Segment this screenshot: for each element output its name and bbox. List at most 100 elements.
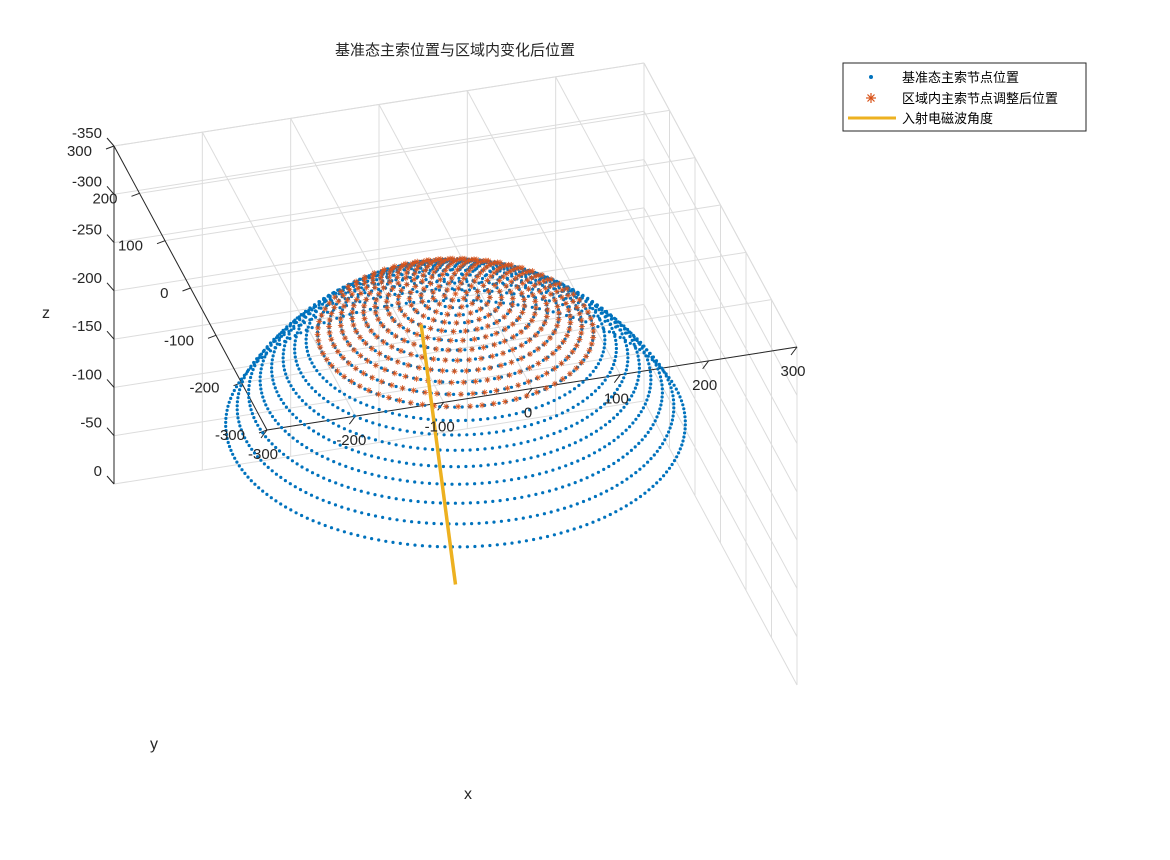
base-node-point xyxy=(263,355,267,359)
base-node-point xyxy=(283,479,287,483)
base-node-point xyxy=(637,362,641,366)
base-node-point xyxy=(310,449,314,453)
base-node-point xyxy=(236,396,240,400)
adjusted-node-point xyxy=(543,300,550,307)
base-node-point xyxy=(293,339,297,343)
base-node-point xyxy=(315,369,319,373)
base-node-point xyxy=(369,360,373,364)
adjusted-node-point xyxy=(430,269,437,276)
base-node-point xyxy=(337,424,341,428)
base-node-point xyxy=(342,286,346,290)
base-node-point xyxy=(566,529,570,533)
base-node-point xyxy=(461,501,465,505)
base-node-point xyxy=(489,390,493,394)
base-node-point xyxy=(594,365,598,370)
base-node-point xyxy=(538,472,542,476)
adjusted-node-point xyxy=(532,304,539,311)
base-node-point xyxy=(484,273,489,277)
adjusted-node-point xyxy=(385,291,392,298)
base-node-point xyxy=(227,400,231,404)
base-node-point xyxy=(438,405,442,409)
base-node-point xyxy=(428,544,432,548)
base-node-point xyxy=(436,357,440,361)
base-node-point xyxy=(274,346,278,350)
base-node-point xyxy=(265,345,269,349)
base-node-point xyxy=(667,466,672,470)
base-node-point xyxy=(636,354,640,358)
grid-line xyxy=(113,255,645,340)
base-node-point xyxy=(475,309,479,313)
adjusted-node-point xyxy=(480,344,487,351)
base-node-point xyxy=(610,317,614,321)
base-node-point xyxy=(626,356,630,360)
adjusted-node-point xyxy=(334,348,341,355)
base-node-point xyxy=(308,357,312,361)
base-node-point xyxy=(629,474,634,478)
base-node-point xyxy=(647,390,652,394)
base-node-point xyxy=(291,387,295,392)
base-node-point xyxy=(630,338,634,342)
base-node-point xyxy=(560,411,565,415)
adjusted-node-point xyxy=(503,283,510,290)
base-node-point xyxy=(492,520,496,524)
adjusted-node-point xyxy=(497,301,504,308)
adjusted-node-point xyxy=(559,375,566,382)
base-node-point xyxy=(384,409,388,414)
adjusted-node-point xyxy=(433,346,440,353)
adjusted-node-point xyxy=(526,337,533,344)
base-node-point xyxy=(327,438,331,442)
base-node-point xyxy=(331,421,335,425)
base-node-point xyxy=(301,313,305,317)
adjusted-node-point xyxy=(386,310,393,317)
grid-line xyxy=(113,110,645,195)
base-node-point xyxy=(366,491,370,495)
x-tick-label: 100 xyxy=(604,391,629,408)
adjusted-node-point xyxy=(344,297,351,304)
base-node-point xyxy=(297,317,302,321)
base-node-point xyxy=(417,520,421,525)
base-node-point xyxy=(486,463,490,467)
legend-box xyxy=(842,62,1087,132)
base-node-point xyxy=(521,516,525,520)
base-node-point xyxy=(282,401,286,405)
adjusted-node-point xyxy=(484,377,491,384)
base-node-point xyxy=(637,413,641,418)
adjusted-node-point xyxy=(543,313,550,320)
adjusted-node-point xyxy=(499,350,506,357)
base-node-point xyxy=(384,539,388,543)
base-node-point xyxy=(379,295,383,299)
base-node-point xyxy=(571,315,575,320)
grid-line xyxy=(113,62,645,147)
adjusted-node-point xyxy=(484,323,491,330)
legend-marker-base xyxy=(869,75,873,79)
base-node-point xyxy=(243,471,247,475)
base-node-point xyxy=(363,470,367,475)
base-node-point xyxy=(331,403,335,407)
grid-line xyxy=(643,255,798,541)
base-node-point xyxy=(265,492,269,496)
adjusted-node-point xyxy=(491,341,498,348)
adjusted-node-point xyxy=(408,317,415,324)
base-node-point xyxy=(463,348,467,352)
adjusted-node-point xyxy=(436,300,443,307)
base-node-point xyxy=(379,366,383,370)
base-node-point xyxy=(668,426,672,430)
base-node-point xyxy=(259,458,263,462)
base-node-point xyxy=(503,542,507,546)
base-node-point xyxy=(585,523,589,527)
base-node-point xyxy=(257,486,261,490)
adjusted-node-point xyxy=(406,295,413,302)
adjusted-node-point xyxy=(414,331,421,338)
adjusted-node-point xyxy=(578,317,585,324)
adjusted-node-point xyxy=(541,319,548,326)
base-node-point xyxy=(590,412,594,416)
base-node-point xyxy=(596,325,600,329)
base-node-point xyxy=(240,380,244,384)
base-node-point xyxy=(336,528,340,532)
adjusted-node-point xyxy=(360,309,367,316)
base-node-point xyxy=(615,412,620,417)
base-node-point xyxy=(398,373,402,377)
base-node-point xyxy=(506,325,511,329)
base-node-point xyxy=(270,469,274,473)
adjusted-node-point xyxy=(383,304,390,311)
